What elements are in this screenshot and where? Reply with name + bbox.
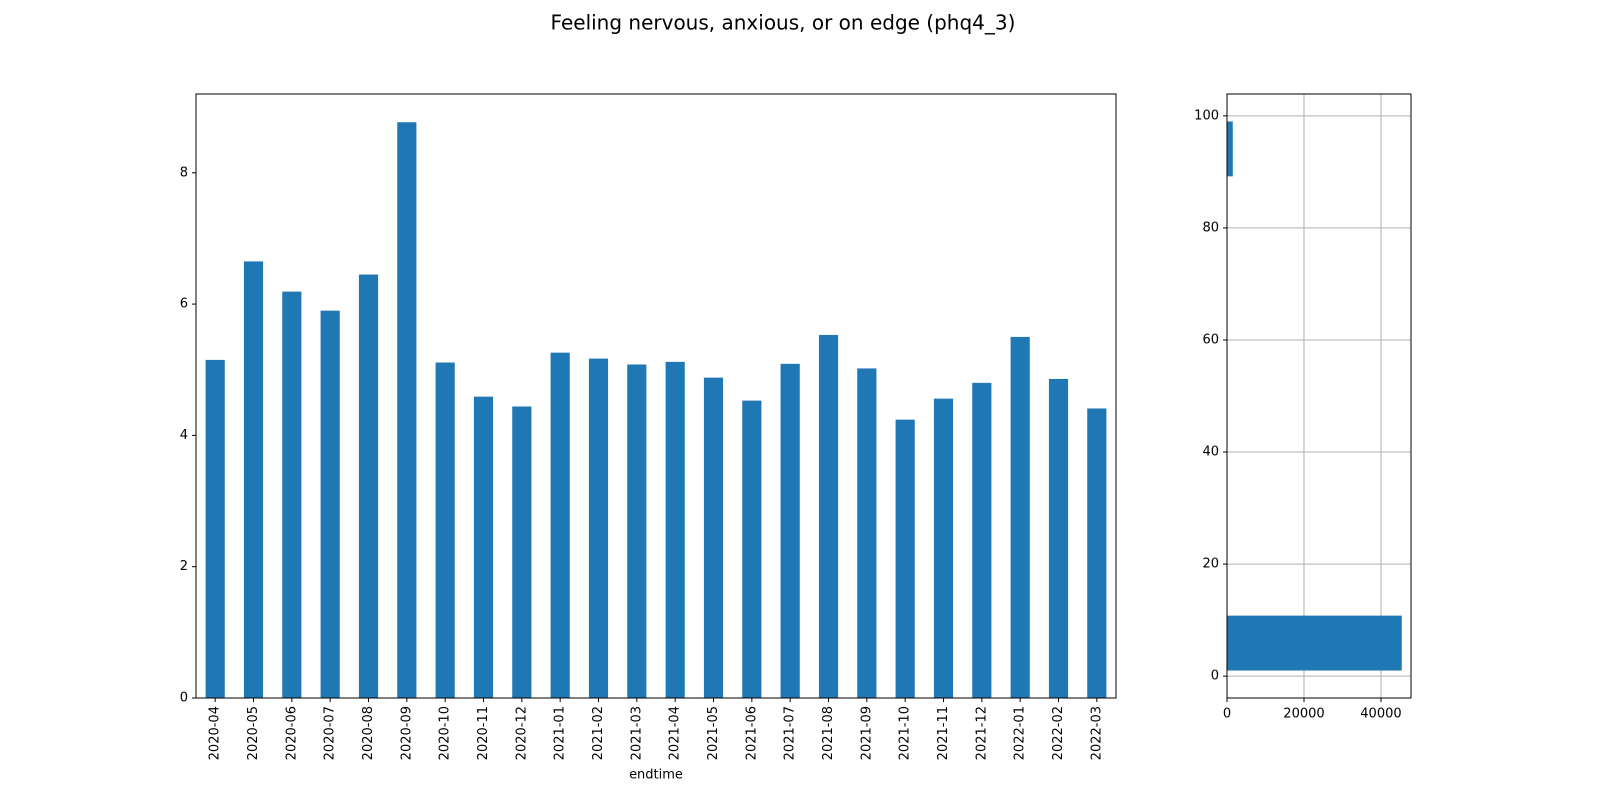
x-tick-label: 2020-05 bbox=[246, 706, 261, 760]
bar bbox=[857, 368, 877, 698]
bar bbox=[627, 364, 647, 698]
x-tick-label: 2021-09 bbox=[859, 706, 874, 760]
bar bbox=[435, 362, 455, 698]
y-tick-label: 0 bbox=[1211, 669, 1219, 684]
histogram-bar bbox=[1227, 615, 1402, 671]
bar bbox=[1010, 336, 1030, 698]
y-tick-label: 40 bbox=[1202, 445, 1219, 460]
x-tick-label: 2020-11 bbox=[476, 706, 491, 760]
histogram-bar bbox=[1227, 121, 1233, 177]
x-tick-label: 2021-10 bbox=[898, 706, 913, 760]
bar bbox=[243, 261, 264, 698]
x-tick-label: 2020-08 bbox=[361, 706, 376, 760]
x-tick-label: 2021-06 bbox=[744, 706, 759, 760]
x-tick-label: 2021-11 bbox=[936, 706, 951, 760]
bar bbox=[665, 361, 685, 698]
bar bbox=[473, 396, 494, 698]
x-axis-label: endtime bbox=[629, 768, 683, 783]
x-tick-label: 0 bbox=[1223, 707, 1231, 722]
x-tick-label: 2020-12 bbox=[514, 706, 529, 760]
x-tick-label: 2021-03 bbox=[629, 706, 644, 760]
bar bbox=[282, 291, 302, 698]
bar bbox=[320, 310, 340, 698]
y-tick-label: 20 bbox=[1202, 557, 1219, 572]
bar bbox=[742, 400, 762, 698]
y-tick-label: 100 bbox=[1194, 108, 1219, 123]
x-tick-label: 2021-05 bbox=[706, 706, 721, 760]
x-tick-label: 2021-07 bbox=[783, 706, 798, 760]
bar bbox=[1087, 408, 1107, 698]
y-tick-label: 0 bbox=[180, 691, 188, 706]
x-tick-label: 2020-10 bbox=[438, 706, 453, 760]
bar bbox=[358, 274, 379, 698]
bar bbox=[933, 398, 954, 698]
axes-frame bbox=[1226, 93, 1412, 699]
bar bbox=[588, 358, 609, 698]
x-tick-label: 2021-12 bbox=[974, 706, 989, 760]
y-tick-label: 6 bbox=[180, 297, 188, 312]
y-tick-label: 80 bbox=[1202, 220, 1219, 235]
x-tick-label: 2020-04 bbox=[208, 706, 223, 760]
y-tick-label: 4 bbox=[180, 428, 188, 443]
bar bbox=[780, 363, 800, 698]
x-tick-label: 2021-08 bbox=[821, 706, 836, 760]
x-tick-label: 2021-04 bbox=[668, 706, 683, 760]
x-tick-label: 2022-03 bbox=[1089, 706, 1104, 760]
bar bbox=[1048, 378, 1069, 698]
bar bbox=[895, 419, 915, 698]
bar bbox=[205, 359, 225, 698]
x-tick-label: 2020-07 bbox=[323, 706, 338, 760]
x-tick-label: 2022-02 bbox=[1051, 706, 1066, 760]
x-tick-label: 20000 bbox=[1283, 707, 1324, 722]
x-tick-label: 2020-09 bbox=[399, 706, 414, 760]
x-tick-label: 2020-06 bbox=[284, 706, 299, 760]
bar bbox=[972, 382, 992, 698]
x-tick-label: 2021-02 bbox=[591, 706, 606, 760]
x-tick-label: 2022-01 bbox=[1013, 706, 1028, 760]
bar bbox=[550, 352, 570, 698]
bar bbox=[703, 377, 724, 698]
x-tick-label: 2021-01 bbox=[553, 706, 568, 760]
axes-frame bbox=[195, 93, 1117, 699]
bar bbox=[512, 406, 532, 698]
y-tick-label: 2 bbox=[180, 559, 188, 574]
figure-title: Feeling nervous, anxious, or on edge (ph… bbox=[551, 11, 1016, 35]
y-tick-label: 8 bbox=[180, 165, 188, 180]
bar bbox=[818, 334, 839, 698]
y-tick-label: 60 bbox=[1202, 332, 1219, 347]
x-tick-label: 40000 bbox=[1360, 707, 1401, 722]
bar bbox=[397, 122, 417, 698]
